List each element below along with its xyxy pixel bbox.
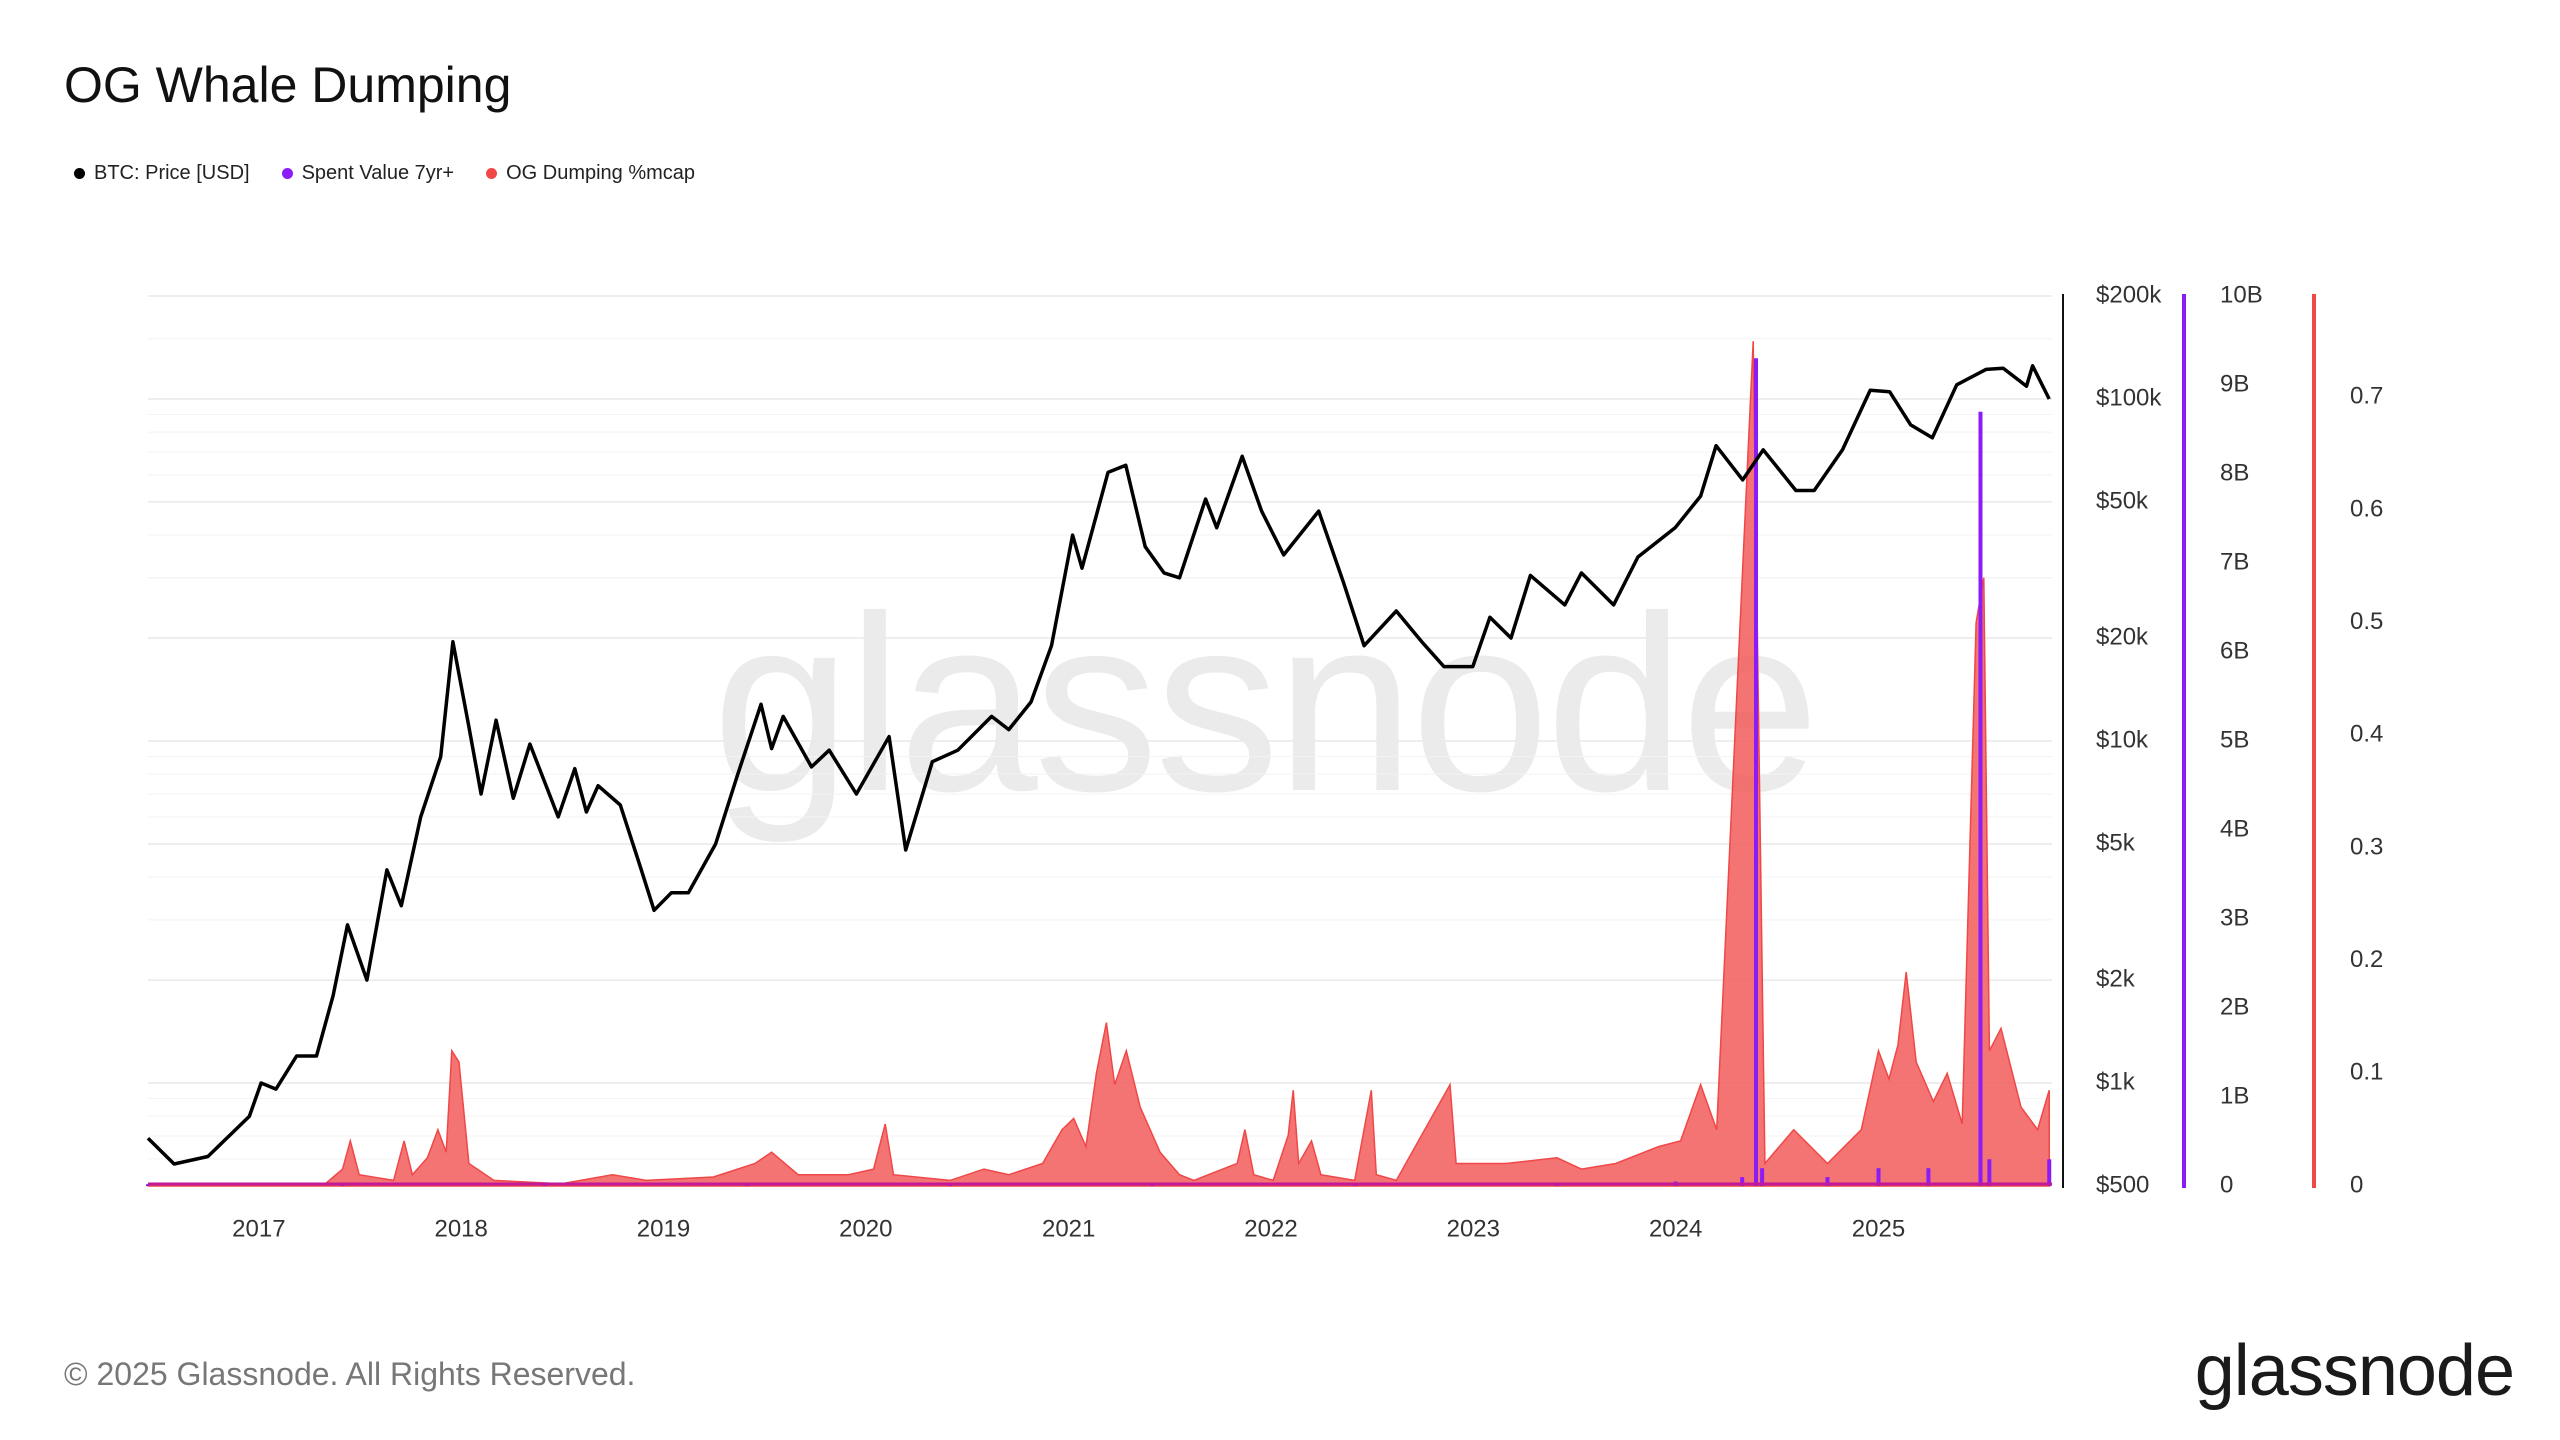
spent-tick-2: 2B [2220,993,2249,1020]
price-tick-3: $5k [2096,829,2136,856]
x-tick-2019: 2019 [637,1215,690,1242]
spent-tick-9: 9B [2220,370,2249,397]
legend-item-og[interactable]: OG Dumping %mcap [486,162,695,185]
spent-tick-8: 8B [2220,459,2249,486]
chart-legend: BTC: Price [USD] Spent Value 7yr+ OG Dum… [74,162,695,185]
price-tick-6: $50k [2096,487,2149,514]
spent-tick-1: 1B [2220,1082,2249,1109]
spent-tick-7: 7B [2220,548,2249,575]
x-tick-2020: 2020 [839,1215,892,1242]
price-tick-5: $20k [2096,623,2149,650]
spent-tick-6: 6B [2220,637,2249,664]
price-tick-8: $200k [2096,281,2162,308]
spent-tick-0: 0 [2220,1171,2233,1198]
spent-tick-10: 10B [2220,281,2263,308]
legend-item-spent[interactable]: Spent Value 7yr+ [281,162,455,185]
price-tick-1: $1k [2096,1068,2136,1095]
copyright-footer: © 2025 Glassnode. All Rights Reserved. [64,1356,636,1392]
og-dumping-area [147,341,2050,1187]
legend-dot-price [74,168,85,179]
price-tick-0: $500 [2096,1171,2149,1198]
og-tick-0: 0 [2350,1171,2363,1198]
og-tick-5: 0.5 [2350,608,2383,635]
x-tick-2023: 2023 [1447,1215,1500,1242]
spent-tick-4: 4B [2220,815,2249,842]
og-tick-4: 0.4 [2350,721,2383,748]
og-tick-7: 0.7 [2350,383,2383,410]
legend-dot-spent [281,168,293,179]
price-tick-7: $100k [2096,384,2162,411]
price-tick-4: $10k [2096,726,2149,753]
x-tick-2017: 2017 [232,1215,285,1242]
legend-label-price: BTC: Price [USD] [94,162,250,184]
price-line [146,364,2051,1166]
spent-tick-3: 3B [2220,904,2249,931]
og-tick-3: 0.3 [2350,833,2383,860]
chart-title: OG Whale Dumping [64,57,512,113]
x-tick-2025: 2025 [1852,1215,1905,1242]
glassnode-logo: glassnode [2194,1331,2515,1411]
legend-label-spent: Spent Value 7yr+ [301,162,455,184]
og-tick-1: 0.1 [2350,1059,2383,1086]
og-tick-2: 0.2 [2350,946,2383,973]
spent-tick-5: 5B [2220,726,2249,753]
price-tick-2: $2k [2096,965,2136,992]
legend-item-price[interactable]: BTC: Price [USD] [74,162,250,185]
legend-label-og: OG Dumping %mcap [506,162,696,184]
x-tick-2024: 2024 [1649,1215,1702,1242]
x-tick-2021: 2021 [1042,1215,1095,1242]
og-tick-6: 0.6 [2350,495,2383,522]
x-tick-2018: 2018 [434,1215,487,1242]
legend-dot-og [486,168,498,179]
x-tick-2022: 2022 [1244,1215,1297,1242]
